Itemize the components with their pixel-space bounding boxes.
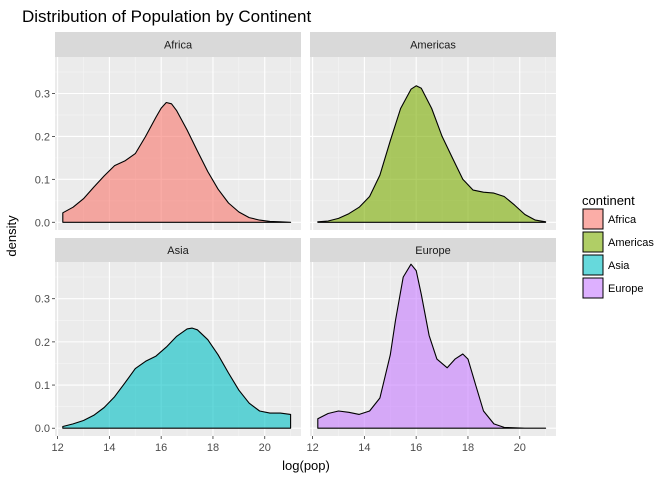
panel-asia: Asia <box>55 238 301 436</box>
x-tick-label: 20 <box>259 442 271 454</box>
y-tick-label: 0.1 <box>35 380 50 392</box>
x-tick-label: 16 <box>410 442 422 454</box>
y-tick-label: 0.0 <box>35 423 50 435</box>
x-tick-label: 14 <box>103 442 115 454</box>
x-axis-title: log(pop) <box>282 458 330 473</box>
legend-label-africa: Africa <box>608 214 637 226</box>
y-tick-label: 0.0 <box>35 217 50 229</box>
density-area-africa <box>62 101 292 223</box>
facet-strip <box>310 238 556 262</box>
facet-strip <box>55 32 301 57</box>
y-tick-label: 0.3 <box>35 88 50 100</box>
x-tick-label: 20 <box>514 442 526 454</box>
y-axis-title: density <box>4 215 19 257</box>
legend-label-americas: Americas <box>608 237 654 249</box>
chart-title: Distribution of Population by Continent <box>22 7 311 26</box>
x-tick-label: 12 <box>51 442 63 454</box>
panel-americas: Americas <box>310 32 556 230</box>
x-tick-label: 18 <box>462 442 474 454</box>
axes: 0.0 0.1 0.2 0.3 0.0 0.1 0.2 0.3 12 14 16 18 20 12 14 16… <box>35 88 526 454</box>
facet-strip <box>310 32 556 57</box>
facet-strip <box>55 238 301 262</box>
x-tick-label: 14 <box>358 442 370 454</box>
panel-africa: Africa <box>55 32 301 230</box>
facet-label-africa: Africa <box>164 40 193 52</box>
y-tick-label: 0.3 <box>35 294 50 306</box>
x-tick-label: 16 <box>155 442 167 454</box>
legend-key-asia <box>582 254 604 276</box>
facet-label-americas: Americas <box>410 40 456 52</box>
y-tick-label: 0.1 <box>35 174 50 186</box>
density-area-asia <box>62 327 292 429</box>
legend-key-europe <box>582 277 604 299</box>
y-tick-label: 0.2 <box>35 131 50 143</box>
legend-label-europe: Europe <box>608 283 643 295</box>
facet-panels: Africa Americas Asia Europe <box>55 32 556 436</box>
legend-title: continent <box>582 193 635 208</box>
x-tick-label: 18 <box>207 442 219 454</box>
legend-key-africa <box>582 208 604 230</box>
legend-label-asia: Asia <box>608 260 630 272</box>
legend: continent Africa Americas Asia Europe <box>582 193 654 299</box>
y-tick-label: 0.2 <box>35 337 50 349</box>
x-tick-label: 12 <box>306 442 318 454</box>
panel-europe: Europe <box>310 238 556 436</box>
legend-key-americas <box>582 231 604 253</box>
density-area-americas <box>317 85 547 223</box>
facet-label-europe: Europe <box>415 245 450 257</box>
facet-label-asia: Asia <box>167 245 189 257</box>
density-area-europe <box>317 263 547 429</box>
